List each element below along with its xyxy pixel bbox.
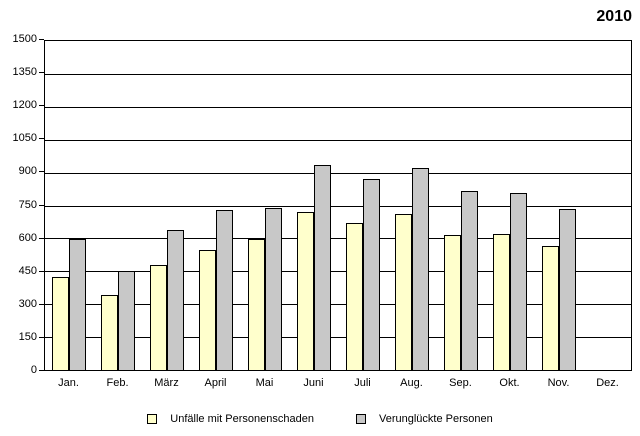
gridline [45, 107, 631, 108]
x-axis-label: Jan. [58, 377, 79, 389]
bar-verungluectke [69, 239, 86, 370]
bar-verungluectke [559, 209, 576, 370]
y-axis-tick [39, 105, 44, 106]
y-axis-tick [39, 205, 44, 206]
y-axis-tick-label: 300 [18, 298, 37, 310]
x-axis-label: Nov. [547, 377, 570, 389]
bar-unfaelle [395, 214, 412, 370]
bar-unfaelle [346, 223, 363, 370]
bar-unfaelle [542, 246, 559, 370]
bar-verungluectke [118, 271, 135, 370]
bar-verungluectke [363, 179, 380, 370]
y-axis-tick-label: 1200 [12, 99, 37, 111]
gridline [45, 337, 631, 338]
bar-unfaelle [52, 277, 69, 370]
y-axis-tick-label: 450 [18, 265, 37, 277]
gridline [45, 304, 631, 305]
plot-area [44, 40, 632, 371]
bar-verungluectke [412, 168, 429, 370]
y-axis-tick-label: 600 [18, 232, 37, 244]
bar-verungluectke [265, 208, 282, 370]
x-axis-label: März [154, 377, 179, 389]
bar-unfaelle [248, 239, 265, 370]
bar-unfaelle [199, 250, 216, 370]
y-axis-tick [39, 304, 44, 305]
y-axis-tick [39, 171, 44, 172]
bar-unfaelle [297, 212, 314, 370]
chart-year-title: 2010 [596, 8, 632, 25]
bar-unfaelle [101, 295, 118, 370]
y-axis-tick [39, 337, 44, 338]
bar-unfaelle [150, 265, 167, 370]
y-axis-tick-label: 0 [30, 364, 37, 376]
y-axis-tick-label: 150 [18, 331, 37, 343]
x-axis-label: April [204, 377, 227, 389]
y-axis-tick [39, 138, 44, 139]
gridline [45, 140, 631, 141]
y-axis-tick-label: 1050 [12, 132, 37, 144]
x-axis-label: Aug. [400, 377, 423, 389]
legend-label: Verunglückte Personen [378, 413, 493, 425]
x-axis-label: Juni [303, 377, 324, 389]
x-axis-label: Feb. [106, 377, 129, 389]
y-axis-tick [39, 72, 44, 73]
legend-item: Verunglückte Personen [355, 413, 493, 425]
gridline [45, 173, 631, 174]
y-axis-tick [39, 238, 44, 239]
y-axis-tick [39, 39, 44, 40]
legend-swatch [147, 414, 158, 424]
bar-verungluectke [167, 230, 184, 370]
legend: Unfälle mit Personenschaden Verunglückte … [0, 413, 640, 425]
x-axis-label: Sep. [449, 377, 472, 389]
legend-item: Unfälle mit Personenschaden [147, 413, 314, 425]
gridline [45, 74, 631, 75]
y-axis-tick [39, 370, 44, 371]
y-axis-tick-label: 900 [18, 165, 37, 177]
bar-unfaelle [493, 234, 510, 370]
legend-label: Unfälle mit Personenschaden [170, 413, 314, 425]
gridline [45, 238, 631, 239]
x-axis-label: Okt. [499, 377, 520, 389]
bar-unfaelle [444, 235, 461, 370]
bar-verungluectke [461, 191, 478, 370]
gridline [45, 271, 631, 272]
x-axis-label: Mai [255, 377, 274, 389]
bar-verungluectke [314, 165, 331, 370]
y-axis-tick-label: 750 [18, 199, 37, 211]
bar-verungluectke [216, 210, 233, 370]
x-axis-label: Juli [354, 377, 371, 389]
y-axis-tick [39, 271, 44, 272]
y-axis-tick-label: 1500 [12, 33, 37, 45]
y-axis-tick-label: 1350 [12, 66, 37, 78]
gridline [45, 206, 631, 207]
legend-swatch [355, 414, 366, 424]
bar-verungluectke [510, 193, 527, 370]
x-axis-label: Dez. [596, 377, 619, 389]
